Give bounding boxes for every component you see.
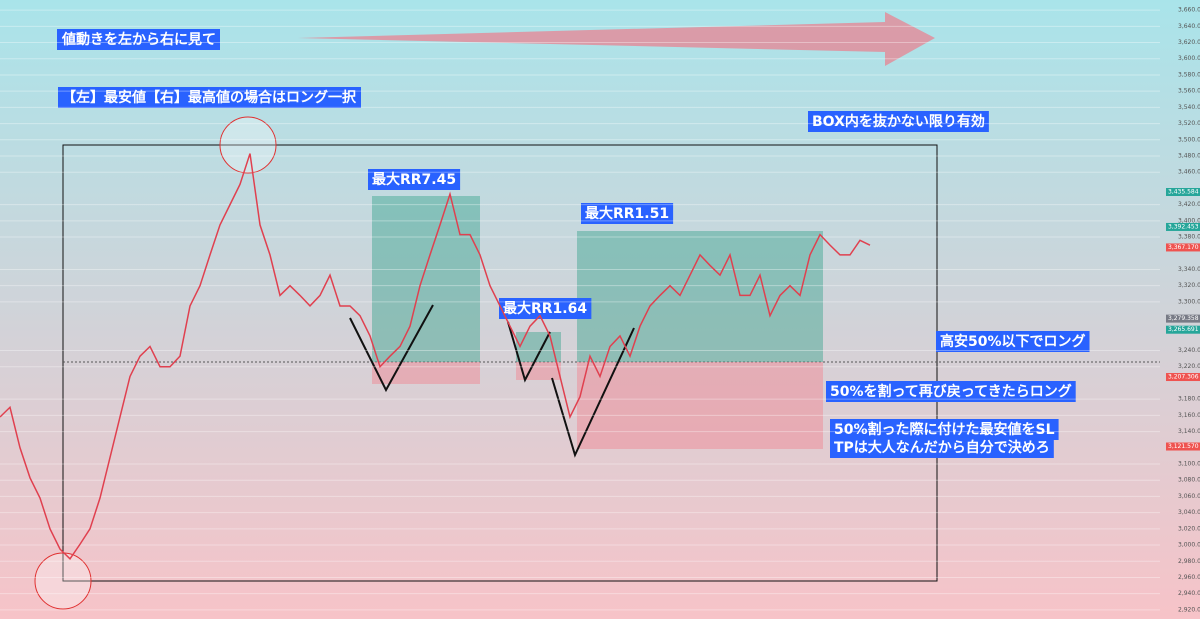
y-tick-label: 3,080.000 bbox=[1178, 477, 1200, 484]
price-tag bbox=[1166, 325, 1200, 334]
y-tick-label: 2,980.000 bbox=[1178, 558, 1200, 565]
price-tag bbox=[1166, 442, 1200, 451]
y-tick-label: 3,620.000 bbox=[1178, 39, 1200, 46]
annotation-bg bbox=[936, 331, 1090, 352]
price-tag-label: 3,435.584 bbox=[1168, 189, 1199, 196]
annotation: 最大RR1.51 bbox=[585, 205, 669, 222]
price-tag-label: 3,207.306 bbox=[1168, 374, 1199, 381]
annotation-bg bbox=[499, 298, 592, 319]
profit-zone bbox=[516, 332, 561, 362]
y-tick-label: 3,460.000 bbox=[1178, 169, 1200, 176]
price-tag-label: 3,367.170 bbox=[1168, 244, 1199, 251]
loss-zone bbox=[372, 362, 480, 384]
y-tick-label: 2,940.000 bbox=[1178, 590, 1200, 597]
annotation-bg bbox=[826, 381, 1076, 402]
annotation-bg bbox=[581, 203, 674, 224]
profit-zone bbox=[577, 231, 823, 362]
y-tick-label: 3,380.000 bbox=[1178, 234, 1200, 241]
y-tick-label: 3,660.000 bbox=[1178, 7, 1200, 14]
arrow bbox=[298, 12, 935, 66]
loss-zone bbox=[577, 362, 823, 449]
y-tick-label: 3,640.000 bbox=[1178, 23, 1200, 30]
price-line bbox=[0, 153, 871, 560]
y-tick-label: 3,160.000 bbox=[1178, 412, 1200, 419]
y-tick-label: 3,040.000 bbox=[1178, 509, 1200, 516]
annotation: 高安50%以下でロング bbox=[940, 333, 1086, 350]
y-tick-label: 3,180.000 bbox=[1178, 396, 1200, 403]
zigzag bbox=[349, 304, 434, 393]
annotation-bg bbox=[830, 437, 1054, 458]
zigzag bbox=[551, 327, 635, 458]
annotation: TPは大人なんだから自分で決めろ bbox=[834, 439, 1050, 456]
y-tick-label: 3,580.000 bbox=[1178, 71, 1200, 78]
y-tick-label: 2,920.000 bbox=[1178, 606, 1200, 613]
annotation-bg bbox=[57, 29, 220, 50]
annotation: 値動きを左から右に見て bbox=[61, 31, 216, 48]
y-tick-label: 3,600.000 bbox=[1178, 55, 1200, 62]
price-tag bbox=[1166, 314, 1200, 323]
price-tag bbox=[1166, 222, 1200, 231]
annotation-bg bbox=[368, 169, 461, 190]
price-tag bbox=[1166, 188, 1200, 197]
annotation-bg bbox=[830, 419, 1059, 440]
y-tick-label: 3,400.000 bbox=[1178, 217, 1200, 224]
y-tick-label: 3,220.000 bbox=[1178, 363, 1200, 370]
annotations: 値動きを左から右に見て【左】最安値【右】最高値の場合はロング一択 BOX内を抜かな… bbox=[57, 29, 1090, 458]
y-tick-label: 3,320.000 bbox=[1178, 282, 1200, 289]
price-tag bbox=[1166, 243, 1200, 252]
y-tick-label: 3,420.000 bbox=[1178, 201, 1200, 208]
y-tick-label: 3,520.000 bbox=[1178, 120, 1200, 127]
annotation: 最大RR1.64 bbox=[503, 300, 587, 317]
y-tick-label: 2,960.000 bbox=[1178, 574, 1200, 581]
y-tick-label: 3,020.000 bbox=[1178, 525, 1200, 532]
y-tick-label: 3,480.000 bbox=[1178, 153, 1200, 160]
y-tick-label: 3,060.000 bbox=[1178, 493, 1200, 500]
profit-zone bbox=[372, 196, 480, 362]
y-tick-label: 3,540.000 bbox=[1178, 104, 1200, 111]
price-tag bbox=[1166, 373, 1200, 382]
y-tick-label: 3,340.000 bbox=[1178, 266, 1200, 273]
annotation: BOX内を抜かない限り有効 bbox=[812, 113, 985, 130]
price-tag-label: 3,121.570 bbox=[1168, 443, 1199, 450]
annotation: 50%を割って再び戻ってきたらロング bbox=[830, 383, 1072, 400]
y-tick-label: 3,560.000 bbox=[1178, 88, 1200, 95]
y-tick-label: 3,300.000 bbox=[1178, 298, 1200, 305]
annotation-bg bbox=[58, 87, 361, 108]
zigzag bbox=[507, 321, 551, 383]
y-tick-label: 3,000.000 bbox=[1178, 542, 1200, 549]
annotation-bg bbox=[808, 111, 989, 132]
high-circle bbox=[219, 116, 277, 174]
y-tick-label: 3,500.000 bbox=[1178, 136, 1200, 143]
price-tag-label: 3,265.691 bbox=[1168, 326, 1199, 333]
box bbox=[62, 144, 938, 582]
y-tick-label: 3,140.000 bbox=[1178, 428, 1200, 435]
annotation: 【左】最安値【右】最高値の場合はロング一択 bbox=[62, 89, 357, 106]
price-tag-label: 3,392.453 bbox=[1168, 223, 1199, 230]
annotation: 最大RR7.45 bbox=[372, 171, 456, 188]
annotation: 50%割った際に付けた最安値をSL bbox=[834, 421, 1055, 438]
y-tick-label: 3,100.000 bbox=[1178, 461, 1200, 468]
price-tag-label: 3,279.358 bbox=[1168, 315, 1199, 322]
y-tick-label: 3,240.000 bbox=[1178, 347, 1200, 354]
